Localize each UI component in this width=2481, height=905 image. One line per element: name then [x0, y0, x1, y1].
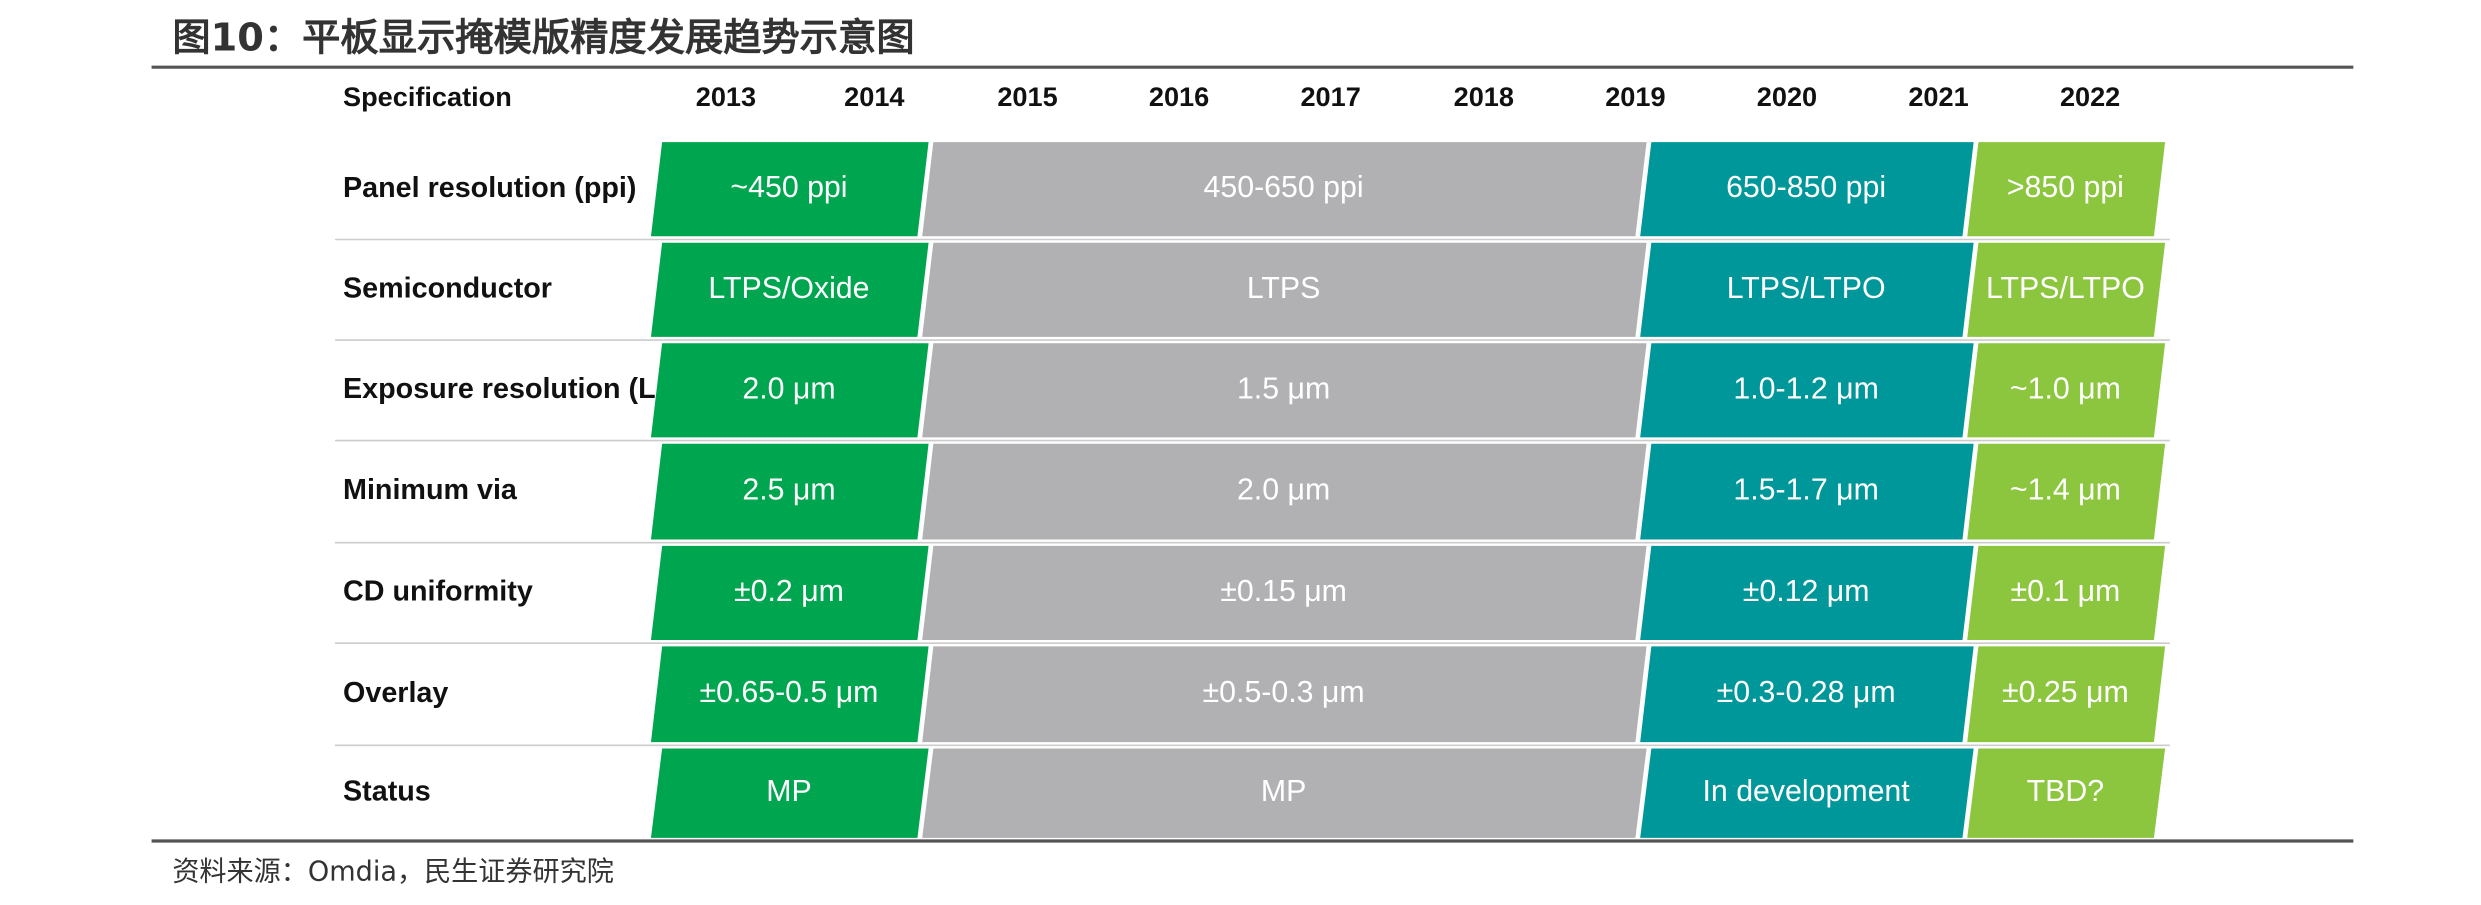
cell-text: 1.0-1.2 μm [1733, 372, 1878, 405]
cell-text: LTPS/Oxide [708, 272, 869, 305]
cell-band [650, 242, 929, 337]
cell-band [1640, 545, 1974, 640]
cell-band [1967, 545, 2166, 640]
column-header: 2018 [1454, 81, 1514, 112]
cell-text: TBD? [2027, 775, 2104, 808]
column-header: 2015 [997, 81, 1057, 112]
cell-band [922, 443, 1647, 540]
cell-text: ~1.4 μm [2010, 474, 2121, 507]
cell-band [922, 748, 1647, 838]
cell-text: >850 ppi [2007, 171, 2124, 204]
cell-text: ±0.65-0.5 μm [700, 676, 879, 709]
cell-text: ±0.1 μm [2010, 575, 2120, 608]
cell-text: LTPS/LTPO [1986, 272, 2145, 305]
cell-text: MP [1261, 775, 1306, 808]
cell-band [922, 646, 1647, 743]
cell-band [650, 545, 929, 640]
cell-band [1640, 748, 1974, 838]
cell-band [1640, 242, 1974, 337]
row-label: Status [343, 776, 431, 808]
cell-band [1967, 142, 2166, 237]
cell-band [1967, 646, 2166, 743]
cell-band [1967, 343, 2166, 438]
cell-band [650, 748, 929, 838]
cell-text: ±0.5-0.3 μm [1203, 676, 1365, 709]
table: Specification 2013 2014 2015 2016 2017 2018 201… [335, 81, 2170, 838]
row-label: CD uniformity [343, 575, 533, 607]
cell-band [650, 142, 929, 237]
cell-band [1640, 142, 1974, 237]
cell-text: LTPS/LTPO [1727, 272, 1886, 305]
cell-band [650, 343, 929, 438]
cell-band [922, 545, 1647, 640]
cell-text: ±0.15 μm [1220, 575, 1347, 608]
cell-text: 2.5 μm [742, 474, 835, 507]
cell-text: 650-850 ppi [1726, 171, 1886, 204]
row-label: Semiconductor [343, 272, 552, 304]
cell-band [650, 646, 929, 743]
cell-text: LTPS [1247, 272, 1321, 305]
cell-text: ±0.12 μm [1743, 575, 1870, 608]
cell-text: ~1.0 μm [2010, 372, 2121, 405]
column-header: 2013 [696, 81, 756, 112]
cell-band [650, 443, 929, 540]
row-label: Minimum via [343, 474, 518, 506]
cell-text: ~450 ppi [730, 171, 847, 204]
cell-text: 1.5-1.7 μm [1733, 474, 1878, 507]
cell-band [1967, 748, 2166, 838]
cell-band [1640, 343, 1974, 438]
cell-text: 2.0 μm [1237, 474, 1330, 507]
column-header: 2020 [1757, 81, 1817, 112]
cell-band [1640, 443, 1974, 540]
cell-band [922, 343, 1647, 438]
cell-text: 450-650 ppi [1204, 171, 1364, 204]
cell-text: 1.5 μm [1237, 372, 1330, 405]
cell-band [1640, 646, 1974, 743]
cell-band [1967, 242, 2166, 337]
column-header: 2021 [1908, 81, 1968, 112]
column-header: 2014 [844, 81, 904, 112]
title: 图10：平板显示掩模版精度发展趋势示意图 [172, 16, 914, 61]
cell-text: MP [766, 775, 811, 808]
cell-band [922, 142, 1647, 237]
cell-text: In development [1703, 775, 1911, 808]
cell-text: 2.0 μm [742, 372, 835, 405]
row-label: Overlay [343, 677, 448, 709]
cell-band [922, 242, 1647, 337]
column-header: 2019 [1605, 81, 1665, 112]
column-header: 2016 [1149, 81, 1209, 112]
column-header: Specification [343, 81, 512, 112]
row-label: Exposure resolution (L/S) [343, 373, 692, 405]
row-label: Panel resolution (ppi) [343, 172, 636, 204]
cell-text: ±0.25 μm [2002, 676, 2129, 709]
cell-text: ±0.3-0.28 μm [1717, 676, 1896, 709]
cell-text: ±0.2 μm [734, 575, 844, 608]
column-header: 2022 [2060, 81, 2120, 112]
cell-band [1967, 443, 2166, 540]
column-header: 2017 [1300, 81, 1360, 112]
source: 资料来源：Omdia，民生证券研究院 [172, 856, 614, 887]
